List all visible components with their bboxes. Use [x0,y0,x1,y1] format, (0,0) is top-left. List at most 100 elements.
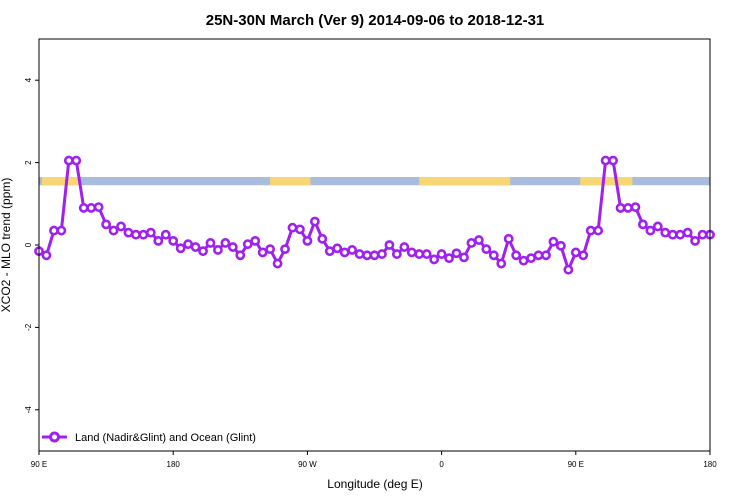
data-point [227,242,238,252]
data-point [518,255,529,266]
land-segment-3 [580,177,633,186]
data-point [93,202,104,212]
data-point [563,264,574,275]
data-point [660,227,671,238]
data-point [41,250,52,261]
y-tick-label-3: 2 [24,160,33,165]
data-point [511,250,522,261]
legend-label: Land (Nadir&Glint) and Ocean (Glint) [75,432,256,444]
data-point [600,155,611,166]
data-point [675,229,686,240]
data-point [257,247,268,258]
data-point [213,245,223,255]
chart-title: 25N-30N March (Ver 9) 2014-09-06 to 2018… [206,12,545,29]
data-point [377,249,387,259]
data-point [369,250,380,261]
data-point [160,229,171,240]
data-point [444,253,454,264]
data-point [56,225,67,236]
data-point [302,235,313,246]
data-point [541,250,551,261]
x-tick-label-0: 90 E [31,460,47,469]
data-point [481,244,492,255]
data-point [324,246,335,257]
data-point [123,227,134,238]
x-axis: 90 E 180 90 W 0 90 E 180 [31,451,717,469]
data-point [168,235,179,246]
data-point [347,245,358,255]
land-segment-2 [419,177,511,186]
land-segment-0 [41,177,80,186]
data-point [108,225,119,236]
data-point [391,249,402,259]
data-point [265,244,276,255]
x-tick-label-2: 90 W [298,460,317,469]
data-point [526,253,536,264]
data-point [466,238,477,248]
data-point [362,250,372,261]
y-axis: -4 -2 0 2 4 [24,77,39,413]
y-tick-label-2: 0 [24,242,33,247]
data-point [63,155,74,166]
data-point [190,242,201,252]
data-point [682,227,693,238]
legend-marker-swatch [49,431,60,443]
data-point [615,203,626,213]
data-point [183,239,194,250]
data-point [451,248,462,259]
data-point [697,229,708,240]
data-point [49,225,59,236]
data-point [645,225,656,236]
data-point [496,258,507,269]
data-point [101,219,111,230]
data-point [638,219,648,230]
y-tick-label-1: -2 [24,323,33,331]
x-tick-label-5: 180 [703,460,717,469]
x-tick-label-4: 90 E [568,460,584,469]
ocean-band [39,177,710,186]
data-point [220,238,231,248]
data-point [309,216,320,227]
data-point [205,238,216,248]
data-point [690,235,700,246]
data-point [131,229,141,240]
data-point [71,155,82,166]
data-point [473,235,484,245]
data-point [242,239,253,250]
land-segment-1 [270,177,311,186]
series-layer [34,155,715,275]
data-point [250,235,261,246]
data-point [421,249,432,259]
data-point [488,250,499,261]
data-point [429,254,440,265]
land-ocean-strip [39,177,710,186]
data-point [86,203,97,213]
data-point [555,240,566,251]
x-tick-label-3: 0 [439,460,444,469]
data-point [436,249,447,259]
data-point [533,250,544,261]
data-point [570,247,581,258]
data-point [503,233,514,244]
data-point [585,225,596,236]
y-tick-label-4: 4 [24,77,33,82]
legend: Land (Nadir&Glint) and Ocean (Glint) [42,431,256,444]
data-point [548,236,559,247]
data-point [399,242,410,252]
data-point [593,225,604,236]
y-tick-label-0: -4 [24,406,33,414]
data-point [175,243,186,254]
plot-area-frame [38,38,711,452]
x-axis-label: Longitude (deg E) [327,477,422,491]
data-point [272,258,283,269]
data-point [354,249,365,259]
data-point [78,203,89,213]
data-point [652,221,663,232]
data-point [116,221,126,232]
data-point [317,233,328,244]
data-point [332,243,343,254]
data-point [384,240,395,250]
data-point [339,247,350,258]
y-axis-label: XCO2 - MLO trend (ppm) [0,178,13,313]
